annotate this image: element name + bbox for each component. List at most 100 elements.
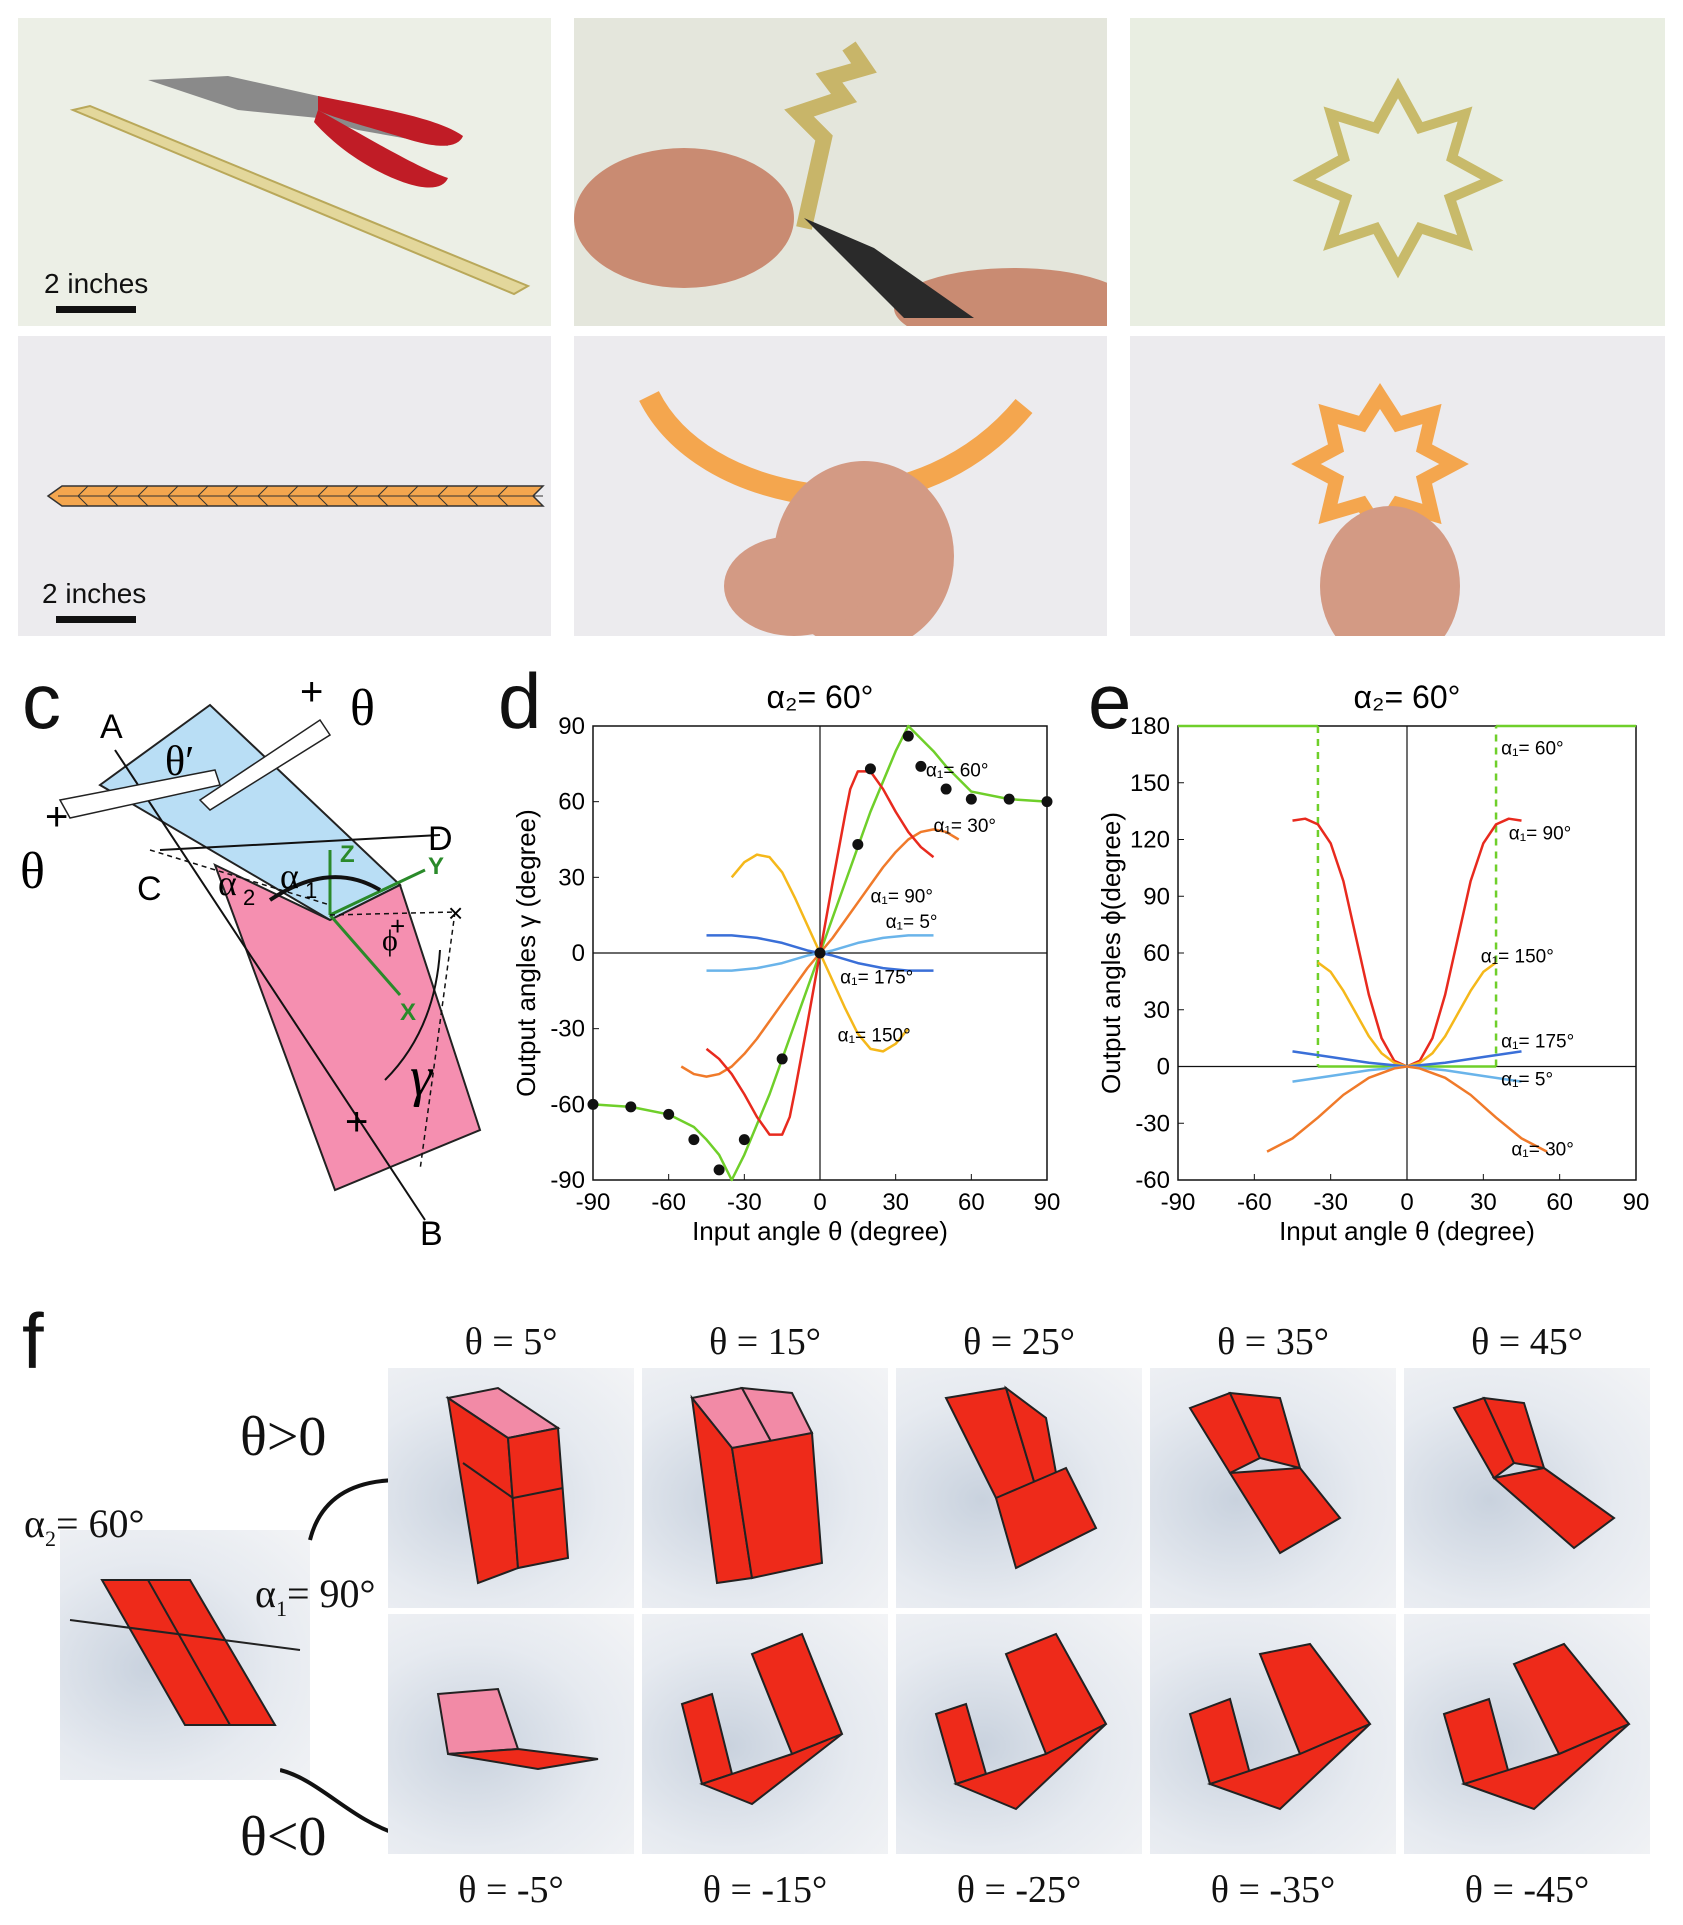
scale-bar-label-a: 2 inches — [44, 268, 149, 299]
chart-gamma-vs-theta: -90 -60 -30 0 30 60 90 -90 -60 -30 0 30 60 90 α₂= 60° I… — [511, 679, 1060, 1246]
y-tick-label: 0 — [572, 940, 585, 967]
crease-A-B — [114, 749, 426, 1221]
y-tick-label: 30 — [558, 864, 585, 891]
label-phi: ϕ — [382, 924, 398, 957]
dashed-bisector — [149, 849, 331, 906]
data-point — [852, 839, 864, 851]
fold-shape — [1188, 1391, 1342, 1555]
panel-label-f: f — [22, 1297, 44, 1385]
fold-render-positive — [896, 1368, 1142, 1608]
theta-board-right — [198, 718, 332, 811]
photo-bending-paper-strip — [574, 336, 1107, 636]
series-line — [1266, 1065, 1548, 1153]
theta-label-negative: θ = -25° — [956, 1869, 1082, 1911]
x-tick-label: 30 — [882, 1189, 909, 1216]
data-point — [915, 760, 927, 772]
data-point — [940, 783, 952, 795]
arrow-to-negative — [280, 1768, 401, 1837]
label-X: X — [400, 999, 416, 1026]
series-label: α₁= 175° — [1501, 1032, 1574, 1053]
label-plus-right: + — [300, 670, 323, 714]
condition-positive: θ>0 — [240, 1406, 327, 1468]
x-tick-label: 90 — [1623, 1189, 1650, 1216]
theta-label-negative: θ = -45° — [1464, 1869, 1590, 1911]
y-tick-label: 60 — [558, 789, 585, 816]
fold-render-negative — [1404, 1614, 1650, 1854]
fold-render-negative — [388, 1614, 634, 1854]
x-tick-label: 30 — [1470, 1189, 1497, 1216]
x-axis-label: Input angle θ (degree) — [1279, 1216, 1535, 1246]
y-tick-label: -30 — [1135, 1110, 1170, 1137]
photo-paper-star — [1130, 336, 1665, 636]
brass-strip-pliers-illustration — [69, 76, 531, 296]
x-tick-label: -60 — [651, 1189, 686, 1216]
alpha2-annotation: α2= 60° — [24, 1500, 145, 1552]
series-label: α₁= 30° — [1511, 1139, 1574, 1160]
fold-shape — [680, 1632, 844, 1806]
fold-render-positive — [388, 1368, 634, 1608]
alpha1-symbol: α — [255, 1571, 276, 1616]
fold-shape — [690, 1386, 824, 1585]
panel-label-d: d — [498, 657, 542, 745]
y-tick-label: -30 — [550, 1016, 585, 1043]
fold-render-negative — [642, 1614, 888, 1854]
photo-paper-strip — [18, 336, 551, 636]
x-tick-label: 60 — [1546, 1189, 1573, 1216]
condition-negative: θ<0 — [240, 1806, 327, 1868]
data-point — [663, 1108, 675, 1120]
y-tick-label: 30 — [1143, 997, 1170, 1024]
x-axis — [328, 914, 402, 996]
data-point — [625, 1101, 637, 1113]
label-alpha1: α — [280, 856, 299, 896]
x-tick-label: -90 — [1161, 1189, 1196, 1216]
label-plus-gamma: + — [345, 1100, 368, 1144]
series-label: α₁= 90° — [1509, 824, 1572, 845]
fold-render-negative — [1150, 1614, 1396, 1854]
theta-label-positive: θ = 45° — [1471, 1321, 1583, 1363]
alpha2-value: = 60° — [55, 1501, 145, 1546]
label-C: C — [137, 870, 162, 908]
data-point — [965, 793, 977, 805]
label-B: B — [420, 1215, 443, 1250]
alpha1-subscript: 1 — [275, 1596, 287, 1621]
theta-label-negative: θ = -35° — [1210, 1869, 1336, 1911]
y-tick-label: -60 — [1135, 1167, 1170, 1194]
fold-render-positive — [1404, 1368, 1650, 1608]
crease-C-D — [159, 834, 441, 851]
alpha1-value: = 90° — [286, 1571, 376, 1616]
y-tick-label: -60 — [550, 1091, 585, 1118]
alpha2-symbol: α — [24, 1501, 45, 1546]
data-point — [1041, 796, 1053, 808]
y-tick-label: 150 — [1130, 770, 1170, 797]
label-alpha1-sub: 1 — [305, 878, 317, 903]
data-point — [864, 763, 876, 775]
fold-geometry-diagram: A B C D θ′ + θ + θ α 1 α 2 Z Y X ϕ + γ +… — [20, 670, 482, 1250]
series-label: α₁= 30° — [934, 816, 997, 837]
reference-fold-illustration — [69, 1579, 301, 1726]
paper-star-illustration — [1291, 383, 1469, 636]
y-tick-label: 60 — [1143, 940, 1170, 967]
theta-label-positive: θ = 35° — [1217, 1321, 1329, 1363]
data-point — [1003, 793, 1015, 805]
fold-shape — [445, 1386, 570, 1585]
label-alpha2-sub: 2 — [243, 885, 255, 910]
fold-shape — [1452, 1396, 1616, 1550]
x-tick-label: 60 — [958, 1189, 985, 1216]
panel-label-e: e — [1088, 657, 1132, 745]
panel-label-c: c — [22, 657, 61, 745]
alpha1-annotation: α1= 90° — [255, 1570, 376, 1622]
fold-shape — [934, 1632, 1108, 1811]
scale-bar-label-b: 2 inches — [42, 578, 147, 609]
x-axis-label: Input angle θ (degree) — [692, 1216, 948, 1246]
label-theta-left: θ — [20, 843, 45, 900]
label-plus-left: + — [45, 795, 68, 839]
series-label: α₁= 90° — [870, 887, 933, 908]
reference-fold-render — [60, 1530, 310, 1780]
x-tick-label: -30 — [727, 1189, 762, 1216]
chart-title: α₂= 60° — [767, 679, 874, 715]
series-label: α₁= 150° — [1481, 946, 1554, 967]
paper-strip-illustration — [46, 485, 545, 507]
photo-brass-strip-pliers — [18, 18, 551, 326]
series-label: α₁= 5° — [1501, 1069, 1553, 1090]
y-axis-label: Output angles ϕ(degree) — [1096, 812, 1126, 1094]
